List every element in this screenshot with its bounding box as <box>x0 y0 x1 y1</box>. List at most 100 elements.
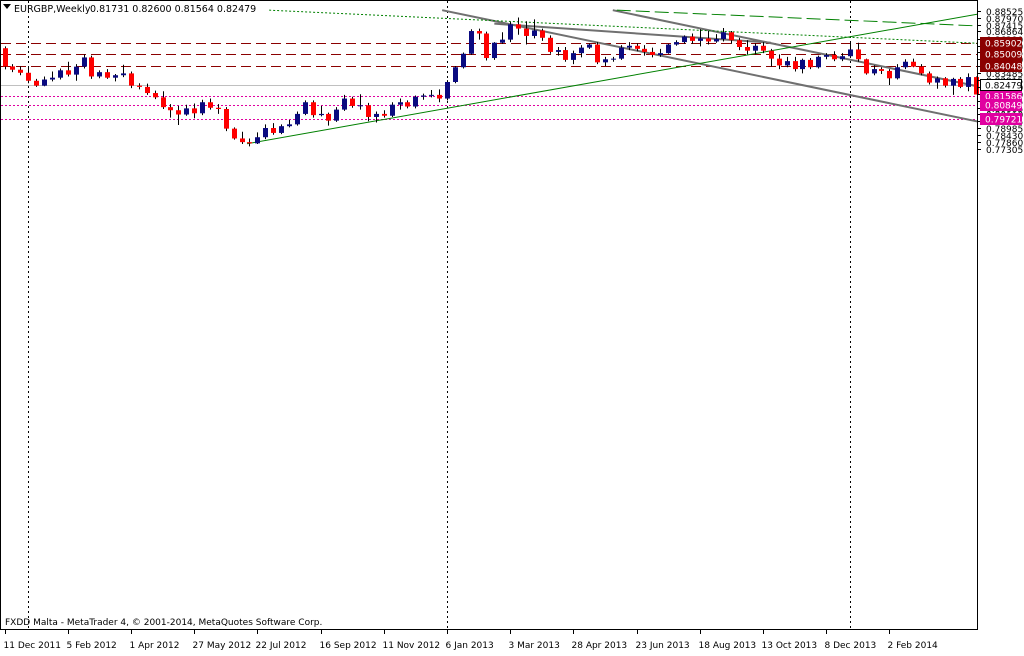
candle[interactable] <box>145 83 150 95</box>
trendline-green-dotted[interactable] <box>269 9 1024 46</box>
candle[interactable] <box>453 66 458 84</box>
candle[interactable] <box>532 19 537 39</box>
candle[interactable] <box>824 53 829 60</box>
candle[interactable] <box>808 58 813 70</box>
candle[interactable] <box>42 76 47 87</box>
candle[interactable] <box>872 65 877 76</box>
candle[interactable] <box>240 131 245 144</box>
candle[interactable] <box>405 100 410 109</box>
candle[interactable] <box>571 50 576 65</box>
candle[interactable] <box>271 123 276 135</box>
candle[interactable] <box>232 127 237 140</box>
candle[interactable] <box>682 35 687 44</box>
trendlines-layer[interactable] <box>246 9 1024 145</box>
candle[interactable] <box>785 56 790 68</box>
candle[interactable] <box>342 94 347 111</box>
candle[interactable] <box>745 40 750 55</box>
candle[interactable] <box>500 32 505 44</box>
candle[interactable] <box>34 78 39 87</box>
candle[interactable] <box>208 98 213 110</box>
candle[interactable] <box>311 100 316 118</box>
candle[interactable] <box>461 52 466 69</box>
candle[interactable] <box>184 104 189 116</box>
candle[interactable] <box>587 43 592 49</box>
candle[interactable] <box>966 73 971 92</box>
candle[interactable] <box>595 42 600 65</box>
candle[interactable] <box>161 91 166 109</box>
candle[interactable] <box>137 83 142 90</box>
candle[interactable] <box>26 67 31 84</box>
candle[interactable] <box>903 59 908 70</box>
dropdown-triangle-icon[interactable] <box>3 4 11 9</box>
candle[interactable] <box>658 48 663 57</box>
candle[interactable] <box>89 55 94 79</box>
candle[interactable] <box>721 27 726 42</box>
candle[interactable] <box>382 110 387 118</box>
candles-layer[interactable] <box>3 17 987 147</box>
candle[interactable] <box>303 100 308 116</box>
candle[interactable] <box>3 46 8 70</box>
candle[interactable] <box>729 31 734 44</box>
candle[interactable] <box>105 69 110 79</box>
candle[interactable] <box>856 42 861 62</box>
candle[interactable] <box>627 42 632 51</box>
candle[interactable] <box>895 64 900 80</box>
candle[interactable] <box>840 53 845 62</box>
candle[interactable] <box>97 70 102 79</box>
candle[interactable] <box>927 71 932 85</box>
candle[interactable] <box>911 58 916 68</box>
candle[interactable] <box>295 111 300 126</box>
candle[interactable] <box>698 29 703 47</box>
candle[interactable] <box>287 120 292 128</box>
candle[interactable] <box>611 56 616 62</box>
candle[interactable] <box>879 67 884 75</box>
candle[interactable] <box>192 103 197 119</box>
candle[interactable] <box>816 55 821 69</box>
trendline-gray-solid[interactable] <box>441 9 1024 142</box>
candle[interactable] <box>82 54 87 69</box>
candle[interactable] <box>548 35 553 54</box>
candle[interactable] <box>398 98 403 110</box>
candle[interactable] <box>255 132 260 144</box>
candle[interactable] <box>943 77 948 88</box>
candle[interactable] <box>18 66 23 76</box>
candle[interactable] <box>421 93 426 100</box>
candle[interactable] <box>800 58 805 74</box>
candle[interactable] <box>477 28 482 40</box>
candle[interactable] <box>429 89 434 98</box>
candle[interactable] <box>777 54 782 70</box>
candle[interactable] <box>666 43 671 54</box>
time-axis[interactable]: 11 Dec 2011 5 Feb 2012 1 Apr 2012 27 May 20… <box>4 630 939 651</box>
candle[interactable] <box>563 47 568 62</box>
candle[interactable] <box>224 107 229 132</box>
candle[interactable] <box>350 96 355 108</box>
trendline-green-dashed[interactable] <box>616 9 1024 29</box>
candle[interactable] <box>508 21 513 43</box>
candle[interactable] <box>556 47 561 56</box>
candle[interactable] <box>50 71 55 82</box>
candle[interactable] <box>761 42 766 54</box>
candle[interactable] <box>524 21 529 45</box>
candle[interactable] <box>10 64 15 73</box>
candle[interactable] <box>864 58 869 75</box>
candle[interactable] <box>469 29 474 55</box>
candle[interactable] <box>334 107 339 122</box>
candle[interactable] <box>390 102 395 117</box>
candle[interactable] <box>919 64 924 76</box>
candle[interactable] <box>74 64 79 81</box>
candle[interactable] <box>619 45 624 60</box>
candle[interactable] <box>319 105 324 117</box>
trendline-gray-solid[interactable] <box>494 22 771 44</box>
candle[interactable] <box>793 56 798 72</box>
candle[interactable] <box>540 28 545 41</box>
candle[interactable] <box>113 74 118 82</box>
candle[interactable] <box>129 71 134 89</box>
candle[interactable] <box>484 31 489 61</box>
candle[interactable] <box>714 34 719 43</box>
candle[interactable] <box>690 33 695 44</box>
candle[interactable] <box>263 124 268 140</box>
candle[interactable] <box>413 95 418 109</box>
trendline-green-solid[interactable] <box>246 10 1000 145</box>
candle[interactable] <box>887 69 892 86</box>
